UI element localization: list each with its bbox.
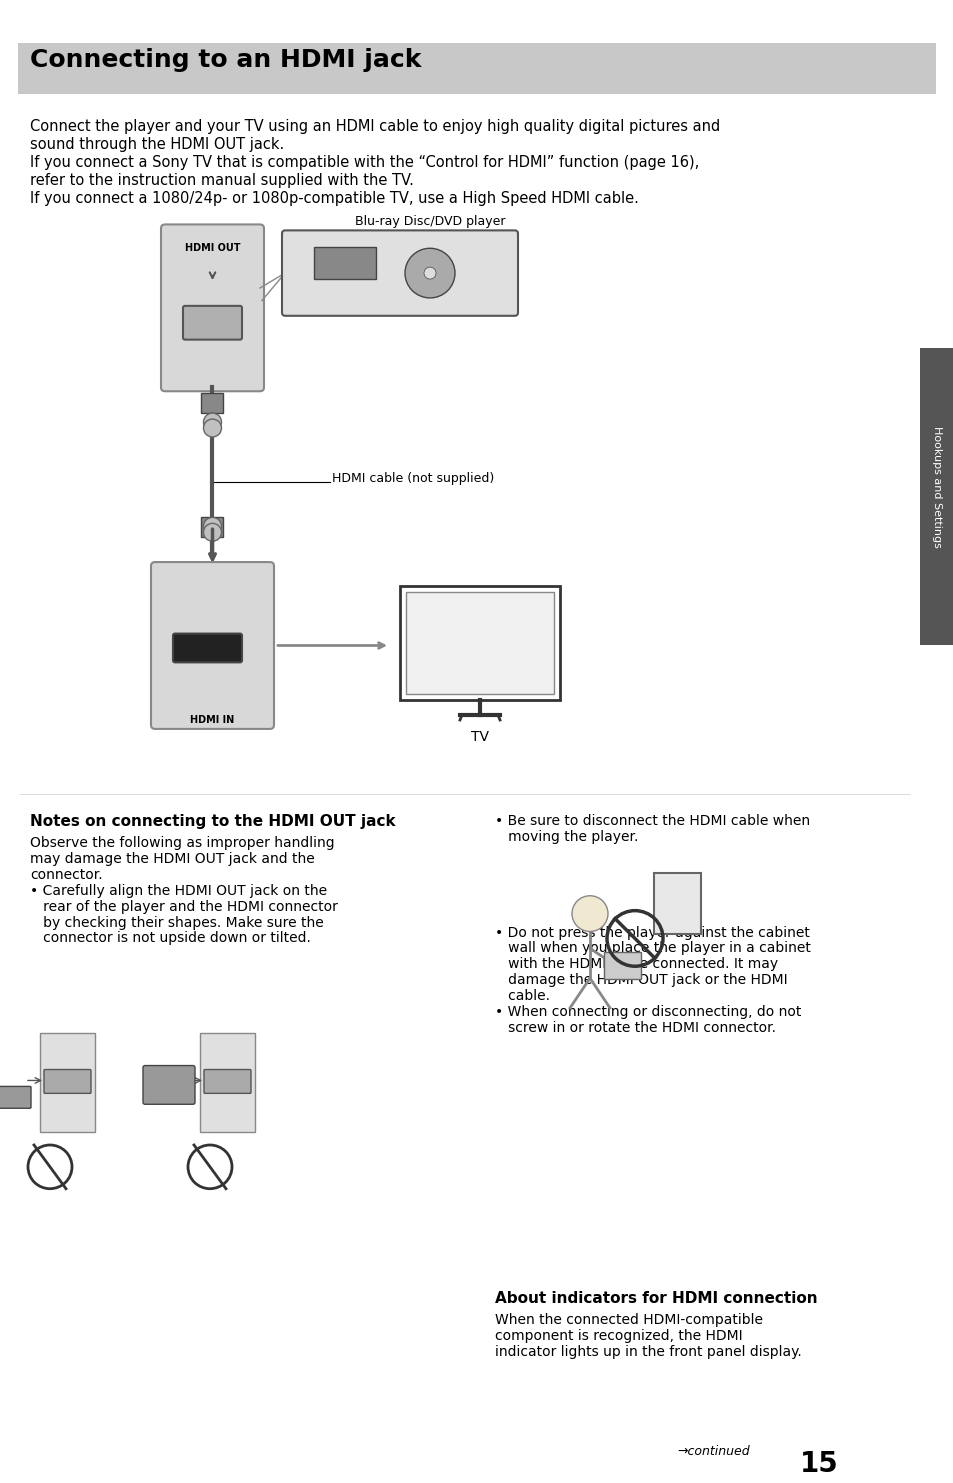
Text: Hookups and Settings: Hookups and Settings bbox=[931, 426, 941, 547]
FancyBboxPatch shape bbox=[183, 305, 242, 340]
FancyBboxPatch shape bbox=[919, 347, 953, 645]
Text: HDMI OUT: HDMI OUT bbox=[205, 1047, 240, 1054]
Text: If you connect a 1080/24p- or 1080p-compatible TV, use a High Speed HDMI cable.: If you connect a 1080/24p- or 1080p-comp… bbox=[30, 191, 639, 206]
Text: • Be sure to disconnect the HDMI cable when: • Be sure to disconnect the HDMI cable w… bbox=[495, 814, 809, 829]
Text: HDMI IN: HDMI IN bbox=[191, 715, 234, 725]
Text: TV: TV bbox=[471, 730, 489, 744]
Circle shape bbox=[203, 414, 221, 432]
Circle shape bbox=[203, 518, 221, 535]
Text: rear of the player and the HDMI connector: rear of the player and the HDMI connecto… bbox=[30, 900, 337, 914]
Circle shape bbox=[405, 248, 455, 298]
FancyBboxPatch shape bbox=[204, 1069, 251, 1093]
FancyBboxPatch shape bbox=[201, 393, 223, 414]
FancyBboxPatch shape bbox=[603, 952, 640, 979]
Circle shape bbox=[203, 420, 221, 437]
Text: by checking their shapes. Make sure the: by checking their shapes. Make sure the bbox=[30, 915, 323, 930]
Text: sound through the HDMI OUT jack.: sound through the HDMI OUT jack. bbox=[30, 136, 284, 153]
Text: • Carefully align the HDMI OUT jack on the: • Carefully align the HDMI OUT jack on t… bbox=[30, 884, 327, 897]
FancyBboxPatch shape bbox=[201, 518, 223, 537]
FancyBboxPatch shape bbox=[44, 1069, 91, 1093]
Circle shape bbox=[423, 267, 436, 279]
Text: • When connecting or disconnecting, do not: • When connecting or disconnecting, do n… bbox=[495, 1005, 801, 1019]
FancyBboxPatch shape bbox=[654, 873, 700, 934]
FancyBboxPatch shape bbox=[161, 224, 264, 392]
Text: cable.: cable. bbox=[495, 989, 550, 1003]
Text: Observe the following as improper handling: Observe the following as improper handli… bbox=[30, 836, 335, 850]
FancyBboxPatch shape bbox=[151, 562, 274, 730]
FancyBboxPatch shape bbox=[314, 248, 375, 279]
Text: component is recognized, the HDMI: component is recognized, the HDMI bbox=[495, 1329, 741, 1342]
Text: with the HDMI cable connected. It may: with the HDMI cable connected. It may bbox=[495, 958, 778, 971]
Text: Connect the player and your TV using an HDMI cable to enjoy high quality digital: Connect the player and your TV using an … bbox=[30, 119, 720, 133]
Text: About indicators for HDMI connection: About indicators for HDMI connection bbox=[495, 1292, 817, 1307]
Text: Notes on connecting to the HDMI OUT jack: Notes on connecting to the HDMI OUT jack bbox=[30, 814, 395, 829]
FancyBboxPatch shape bbox=[18, 43, 935, 95]
FancyBboxPatch shape bbox=[406, 592, 554, 694]
FancyBboxPatch shape bbox=[282, 230, 517, 316]
FancyBboxPatch shape bbox=[172, 633, 242, 663]
Text: When the connected HDMI-compatible: When the connected HDMI-compatible bbox=[495, 1312, 762, 1327]
FancyBboxPatch shape bbox=[143, 1066, 194, 1105]
Text: Blu-ray Disc/DVD player: Blu-ray Disc/DVD player bbox=[355, 215, 505, 228]
Text: moving the player.: moving the player. bbox=[495, 830, 638, 844]
Text: If you connect a Sony TV that is compatible with the “Control for HDMI” function: If you connect a Sony TV that is compati… bbox=[30, 154, 699, 171]
Text: wall when you place the player in a cabinet: wall when you place the player in a cabi… bbox=[495, 942, 810, 955]
Text: may damage the HDMI OUT jack and the: may damage the HDMI OUT jack and the bbox=[30, 853, 314, 866]
Text: connector.: connector. bbox=[30, 868, 103, 882]
Text: HDMI OUT: HDMI OUT bbox=[185, 243, 240, 254]
Text: HDMI OUT: HDMI OUT bbox=[45, 1047, 80, 1054]
Text: indicator lights up in the front panel display.: indicator lights up in the front panel d… bbox=[495, 1345, 801, 1358]
Text: damage the HDMI OUT jack or the HDMI: damage the HDMI OUT jack or the HDMI bbox=[495, 973, 787, 988]
FancyBboxPatch shape bbox=[200, 1032, 254, 1132]
Text: HDMI cable (not supplied): HDMI cable (not supplied) bbox=[332, 472, 494, 485]
Text: connector is not upside down or tilted.: connector is not upside down or tilted. bbox=[30, 931, 311, 946]
Text: Connecting to an HDMI jack: Connecting to an HDMI jack bbox=[30, 47, 421, 71]
FancyBboxPatch shape bbox=[40, 1032, 95, 1132]
Text: • Do not press the player against the cabinet: • Do not press the player against the ca… bbox=[495, 925, 809, 940]
Text: screw in or rotate the HDMI connector.: screw in or rotate the HDMI connector. bbox=[495, 1020, 775, 1035]
FancyBboxPatch shape bbox=[399, 586, 559, 700]
Text: 15: 15 bbox=[800, 1450, 838, 1479]
Text: →continued: →continued bbox=[677, 1444, 749, 1458]
Circle shape bbox=[203, 523, 221, 541]
Text: refer to the instruction manual supplied with the TV.: refer to the instruction manual supplied… bbox=[30, 174, 414, 188]
FancyBboxPatch shape bbox=[0, 1087, 30, 1108]
Circle shape bbox=[572, 896, 607, 931]
